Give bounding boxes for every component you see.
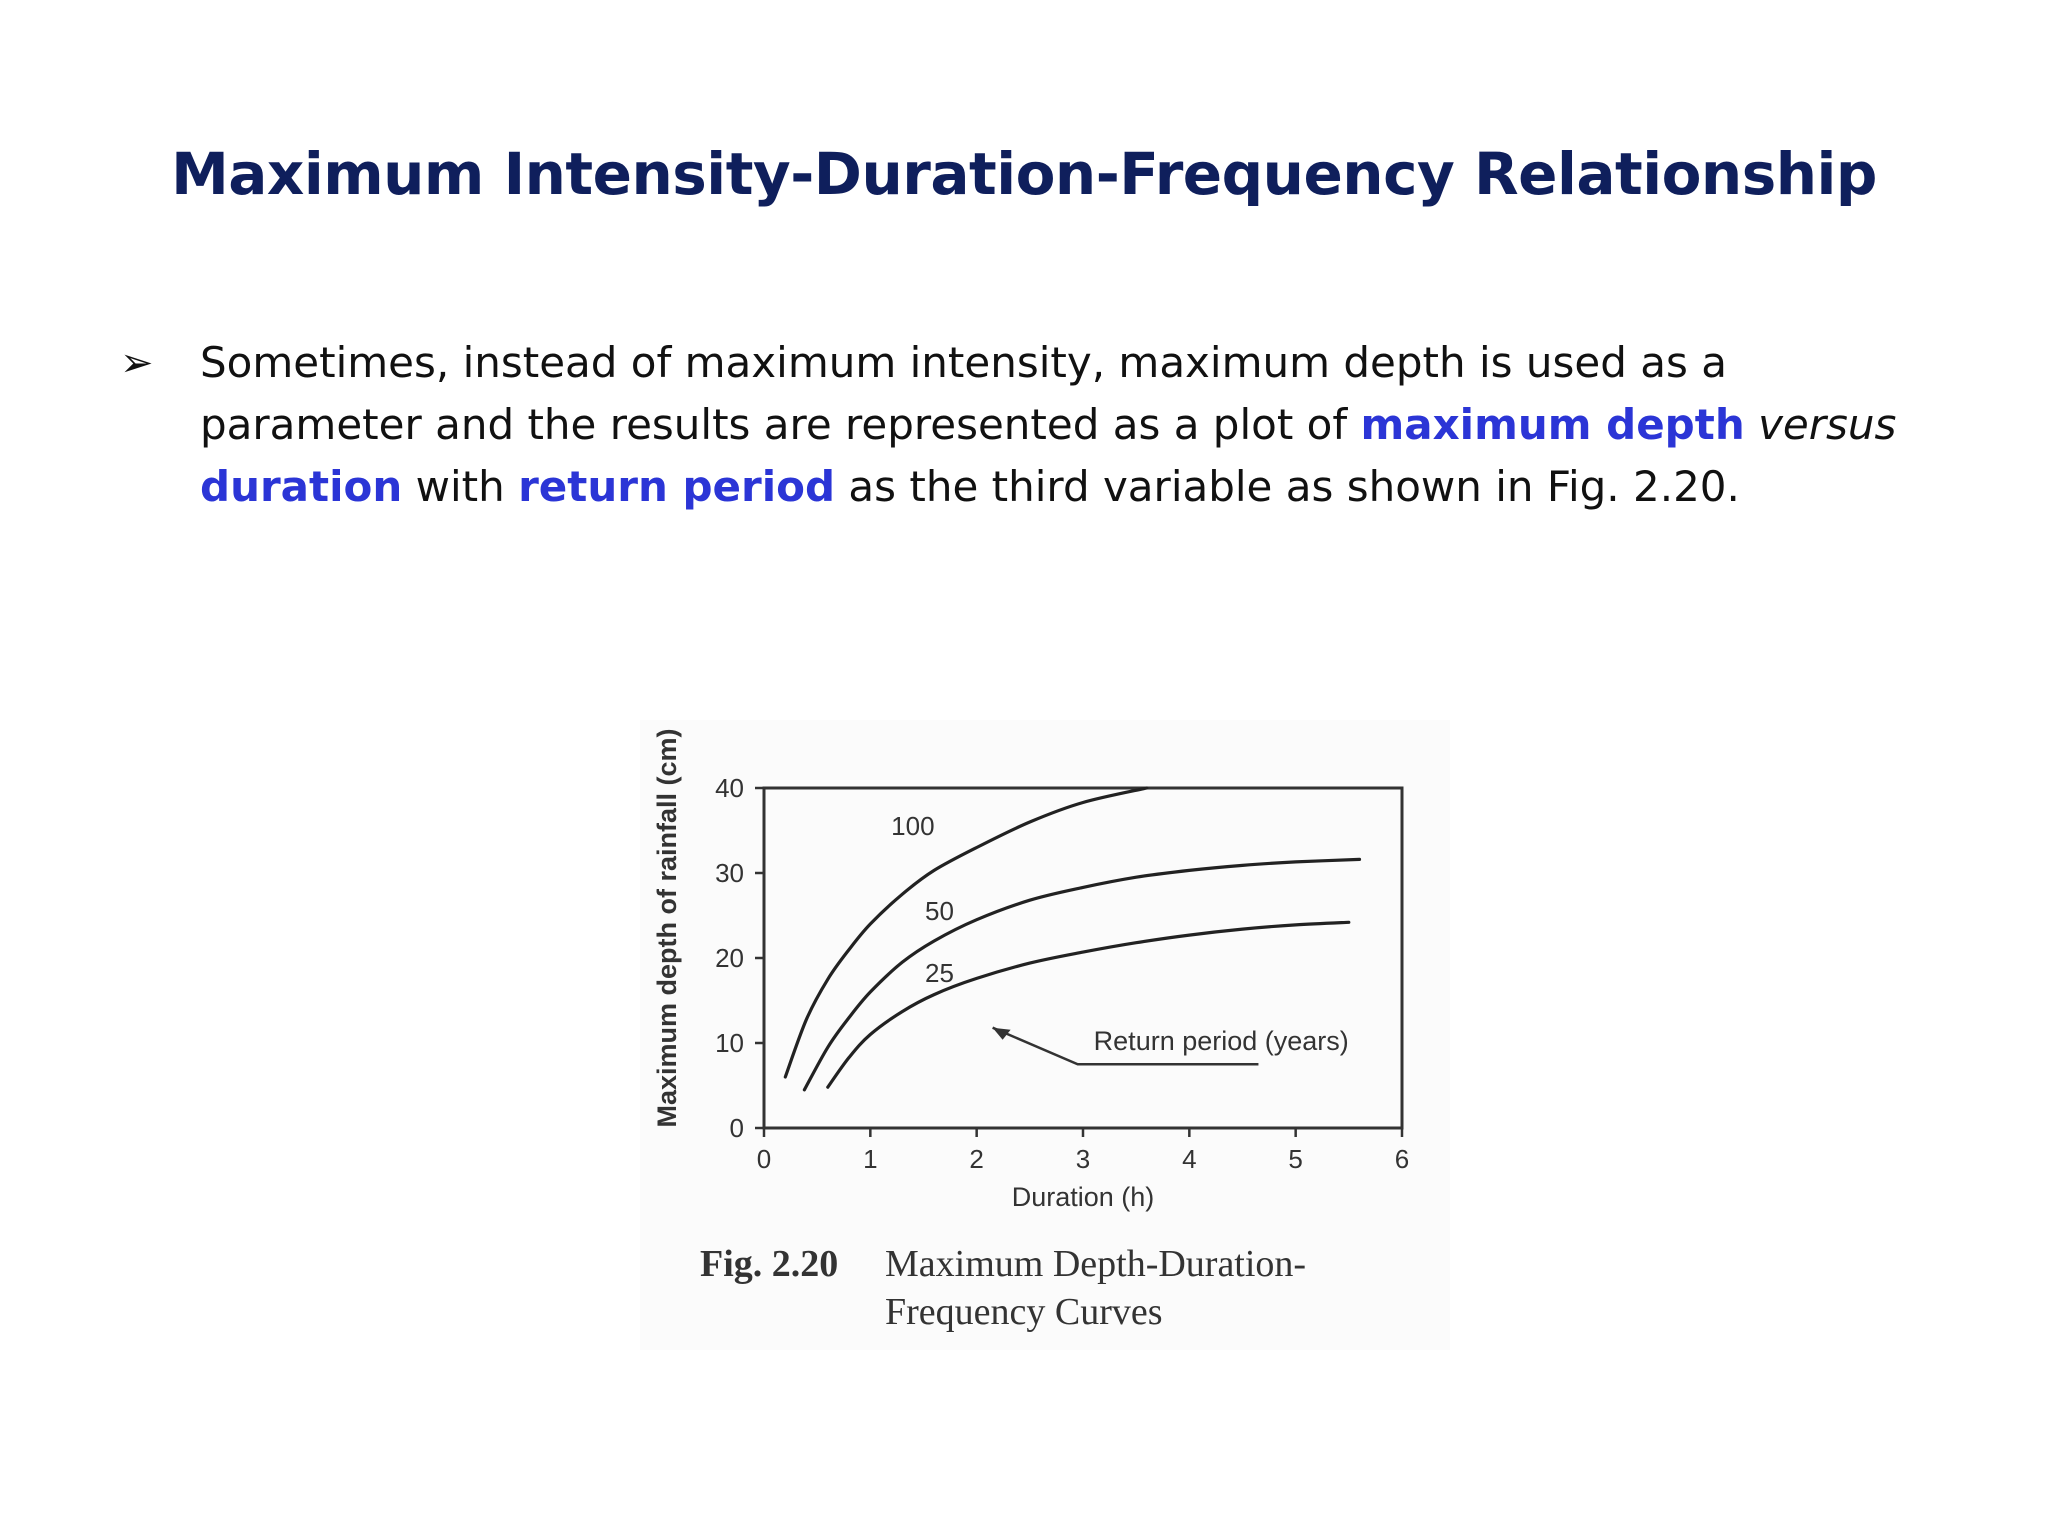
caption-label: Fig. 2.20 [700,1243,839,1285]
bullet-text-part1: Sometimes, instead of maximum intensity,… [200,338,1727,449]
highlight-return-period: return period [518,462,836,511]
annotation-arrowhead [992,1027,1011,1040]
curve-label-25: 25 [925,958,954,988]
bullet-arrow-icon: ➢ [120,340,154,386]
x-tick-label-3: 3 [1076,1144,1090,1174]
highlight-duration: duration [200,462,403,511]
slide-title: Maximum Intensity-Duration-Frequency Rel… [171,140,1877,208]
caption-text: Maximum Depth-Duration-Frequency Curves [885,1243,1307,1333]
y-tick-label-20: 20 [715,943,744,973]
curve-25 [826,920,1351,1089]
x-axis-title: Duration (h) [1012,1182,1155,1212]
x-tick-label-4: 4 [1182,1144,1196,1174]
bullet-text-part2: with [402,462,519,511]
x-tick-label-2: 2 [969,1144,983,1174]
bullet-space-1 [1745,400,1758,449]
x-tick-label-5: 5 [1288,1144,1302,1174]
x-tick-label-0: 0 [757,1144,771,1174]
y-tick-label-30: 30 [715,858,744,888]
plot-frame [762,786,1404,1130]
y-tick-label-0: 0 [730,1113,744,1143]
x-tick-label-1: 1 [863,1144,877,1174]
bullet-text-part3: as the third variable as shown in Fig. 2… [835,462,1740,511]
ddf-chart: 0 1 2 3 4 5 6 0 10 20 30 40 Duration (h) Maximum dept… [652,728,1409,1212]
curve-label-50: 50 [925,896,954,926]
curve-50 [802,857,1362,1092]
curve-100 [783,786,1149,1079]
y-tick-label-10: 10 [715,1028,744,1058]
italic-versus: versus [1758,400,1897,449]
y-tick-label-40: 40 [715,773,744,803]
annotation-return-period: Return period (years) [1094,1026,1349,1056]
curve-label-100: 100 [891,811,934,841]
annotation-leader-line [992,1026,1259,1066]
bullet-text: Sometimes, instead of maximum intensity,… [200,332,1960,518]
y-axis-title: Maximum depth of rainfall (cm) [652,728,682,1127]
x-tick-label-6: 6 [1395,1144,1409,1174]
figure-panel: 0 1 2 3 4 5 6 0 10 20 30 40 Duration (h) Maximum dept… [640,720,1450,1350]
highlight-maximum-depth: maximum depth [1360,400,1745,449]
